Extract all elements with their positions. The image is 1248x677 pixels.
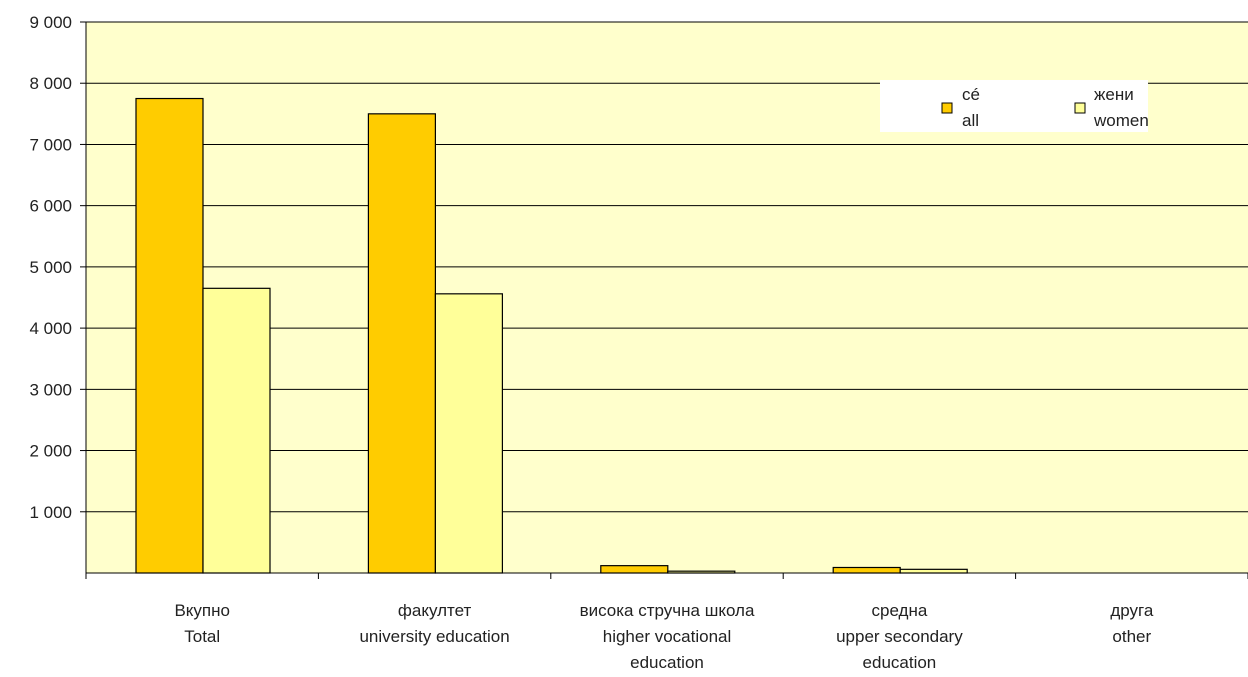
legend-swatch [1074, 102, 1086, 114]
bar-all-1 [367, 113, 436, 574]
bar-women-0 [202, 287, 271, 574]
bar-all-3 [832, 566, 901, 574]
legend: сé all жени women [880, 80, 1149, 132]
x-category-label: other [1112, 627, 1151, 646]
y-tick-label: 4 000 [29, 319, 72, 338]
y-tick-label: 6 000 [29, 197, 72, 216]
y-tick-label: 5 000 [29, 258, 72, 277]
y-axis-tick-labels: 1 000 2 000 3 000 4 000 5 000 6 000 7 000 8 000… [29, 13, 72, 522]
bar-women-3 [899, 568, 968, 574]
y-tick-label: 3 000 [29, 380, 72, 399]
x-category-label: education [630, 653, 704, 672]
y-tick-label: 2 000 [29, 442, 72, 461]
x-axis-category-labels: Вкупно Total факултет university education в… [174, 601, 1153, 672]
y-tick-label: 1 000 [29, 503, 72, 522]
x-category-label: висока стручна школа [580, 601, 755, 620]
x-category-label: факултет [398, 601, 472, 620]
bar-all-0 [135, 97, 204, 574]
x-category-label: друга [1110, 601, 1154, 620]
x-category-label: education [863, 653, 937, 672]
legend-swatch [941, 102, 953, 114]
x-category-label: higher vocational [603, 627, 732, 646]
legend-label: жени [1094, 85, 1134, 104]
axes [80, 21, 1248, 579]
y-tick-label: 9 000 [29, 13, 72, 32]
gridlines [86, 21, 1248, 513]
x-category-label: средна [871, 601, 927, 620]
y-tick-label: 8 000 [29, 74, 72, 93]
legend-box [880, 80, 1148, 132]
bars [135, 97, 968, 574]
legend-label: all [962, 111, 979, 130]
legend-label: women [1093, 111, 1149, 130]
legend-label: сé [962, 85, 980, 104]
y-tick-label: 7 000 [29, 135, 72, 154]
x-category-label: university education [359, 627, 509, 646]
x-category-label: Вкупно [174, 601, 230, 620]
bar-all-2 [600, 565, 669, 574]
x-category-label: upper secondary [836, 627, 963, 646]
x-category-label: Total [184, 627, 220, 646]
bar-women-1 [434, 293, 503, 574]
